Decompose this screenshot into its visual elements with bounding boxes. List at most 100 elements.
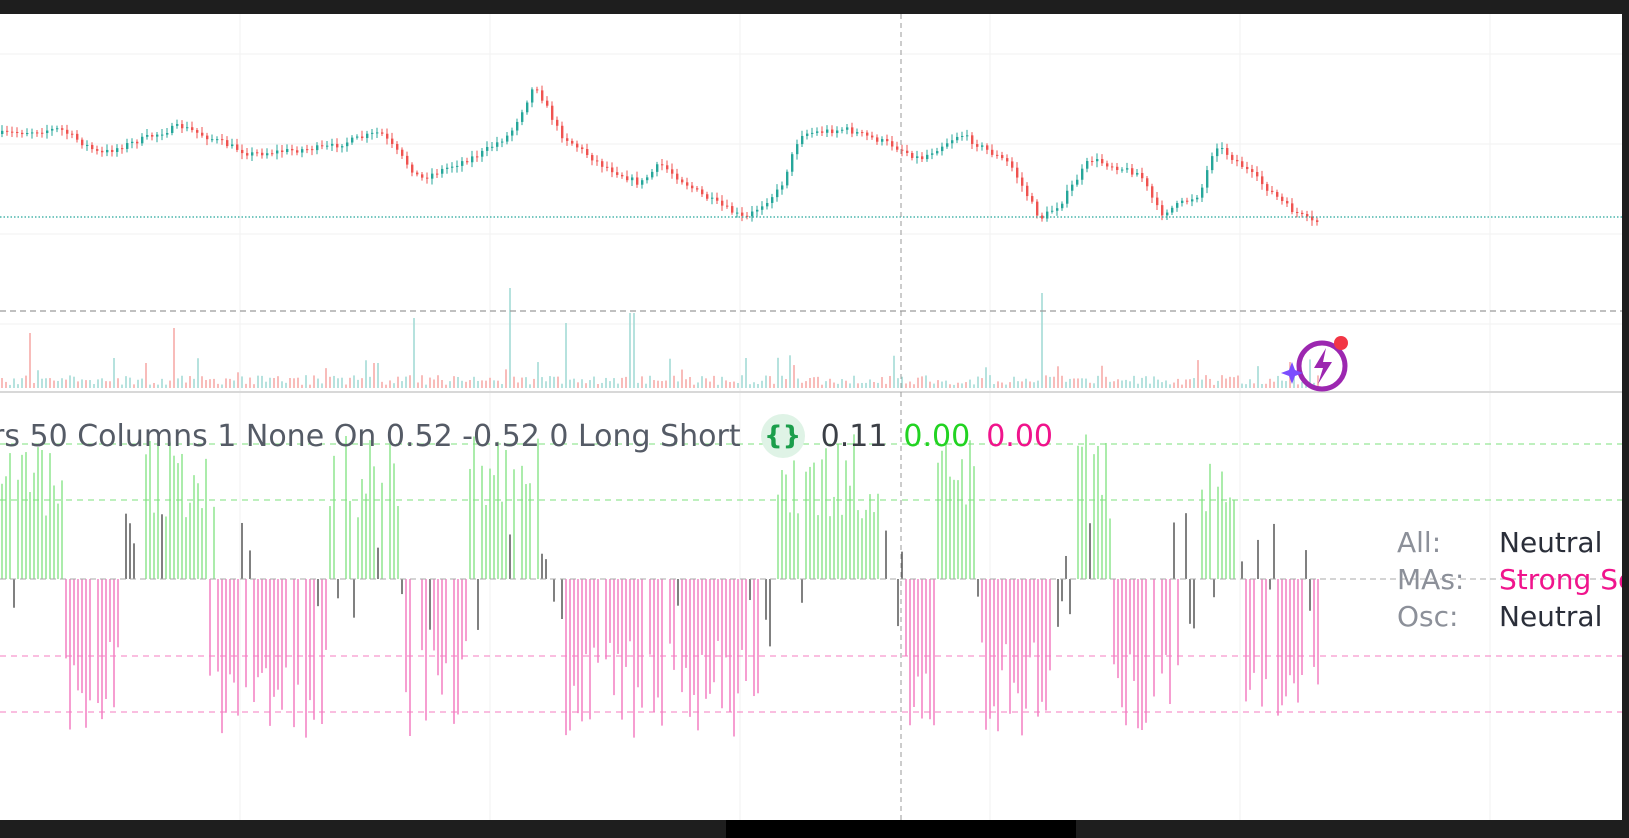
candle-body [476,156,479,158]
candle-body [191,127,194,131]
candle-body [786,171,789,186]
candle-body [1136,172,1139,175]
candle-body [796,144,799,155]
candle-body [601,161,604,167]
candle-body [36,132,39,134]
candle-body [491,146,494,148]
chart-frame[interactable]: rs 50 Columns 1 None On 0.52 -0.52 0 Lon… [0,14,1622,820]
indicator-legend[interactable]: rs 50 Columns 1 None On 0.52 -0.52 0 Lon… [0,414,1053,458]
candle-body [761,206,764,210]
candle-body [356,136,359,138]
technical-summary: All: Neutral MAs: Strong Se Osc: Neutral [1397,524,1622,635]
candle-body [371,132,374,134]
candle-body [801,135,804,145]
candle-body [1246,166,1249,170]
candle-body [1061,203,1064,209]
candle-body [1251,169,1254,173]
candle-body [161,134,164,136]
candle-body [821,131,824,133]
candle-body [661,164,664,166]
candle-body [656,164,659,172]
candle-body [991,149,994,155]
candle-body [511,130,514,136]
candle-body [76,133,79,140]
candle-body [391,138,394,145]
candle-body [206,135,209,140]
summary-row-all: All: Neutral [1397,524,1622,561]
candle-body [146,135,149,137]
candle-body [1011,161,1014,168]
candle-body [1186,200,1189,202]
candle-body [421,174,424,178]
candle-body [1026,185,1029,197]
candle-body [1271,190,1274,192]
candle-body [1181,200,1184,204]
candle-body [31,132,34,134]
candle-body [706,194,709,199]
bottom-scrollbar[interactable] [726,820,1076,838]
candle-body [431,173,434,179]
candle-body [831,129,834,134]
indicator-params: rs 50 Columns 1 None On 0.52 -0.52 0 Lon… [0,418,741,454]
summary-value: Strong Se [1499,563,1622,596]
candle-body [136,141,139,144]
candle-body [26,132,29,135]
candle-body [751,211,754,217]
candle-body [201,132,204,136]
candle-body [6,130,9,132]
candle-body [686,182,689,186]
candle-body [1141,172,1144,179]
candle-body [681,179,684,183]
candle-body [386,133,389,139]
candle-body [461,161,464,166]
candle-body [756,209,759,212]
candle-body [586,149,589,156]
candle-body [66,129,69,134]
candle-body [676,173,679,180]
candle-body [406,155,409,165]
candle-body [1241,161,1244,167]
candle-body [606,166,609,168]
candle-body [726,205,729,207]
candle-body [1046,211,1049,219]
candle-body [1291,203,1294,213]
candle-body [341,146,344,148]
candle-body [736,212,739,214]
candle-body [286,148,289,152]
candle-body [456,165,459,167]
candle-body [1276,191,1279,197]
summary-row-osc: Osc: Neutral [1397,598,1622,635]
candle-body [1021,177,1024,186]
candle-body [1111,166,1114,168]
candle-body [1286,201,1289,204]
candle-body [381,132,384,134]
candle-body [521,112,524,122]
code-braces-icon[interactable]: {} [760,414,805,458]
candle-body [846,127,849,130]
candle-body [186,127,189,129]
candle-body [501,141,504,143]
candle-body [556,119,559,126]
candle-body [651,171,654,178]
candle-body [1086,161,1089,169]
candle-body [776,189,779,198]
candle-body [366,133,369,139]
candle-body [1051,210,1054,212]
candle-body [271,153,274,155]
candle-body [226,140,229,147]
candle-body [61,128,64,130]
candle-body [896,146,899,150]
candle-body [611,167,614,173]
candle-body [1126,168,1129,170]
candle-body [951,140,954,144]
candle-body [411,164,414,173]
summary-label: All: [1397,526,1442,559]
candle-body [321,145,324,147]
candle-body [1151,186,1154,198]
candle-body [671,169,674,174]
indicator-value-long: 0.00 [903,418,971,454]
chart-canvas[interactable] [0,14,1622,820]
candle-body [816,131,819,133]
candle-body [866,132,869,136]
ai-assistant-icon[interactable] [1280,328,1354,402]
